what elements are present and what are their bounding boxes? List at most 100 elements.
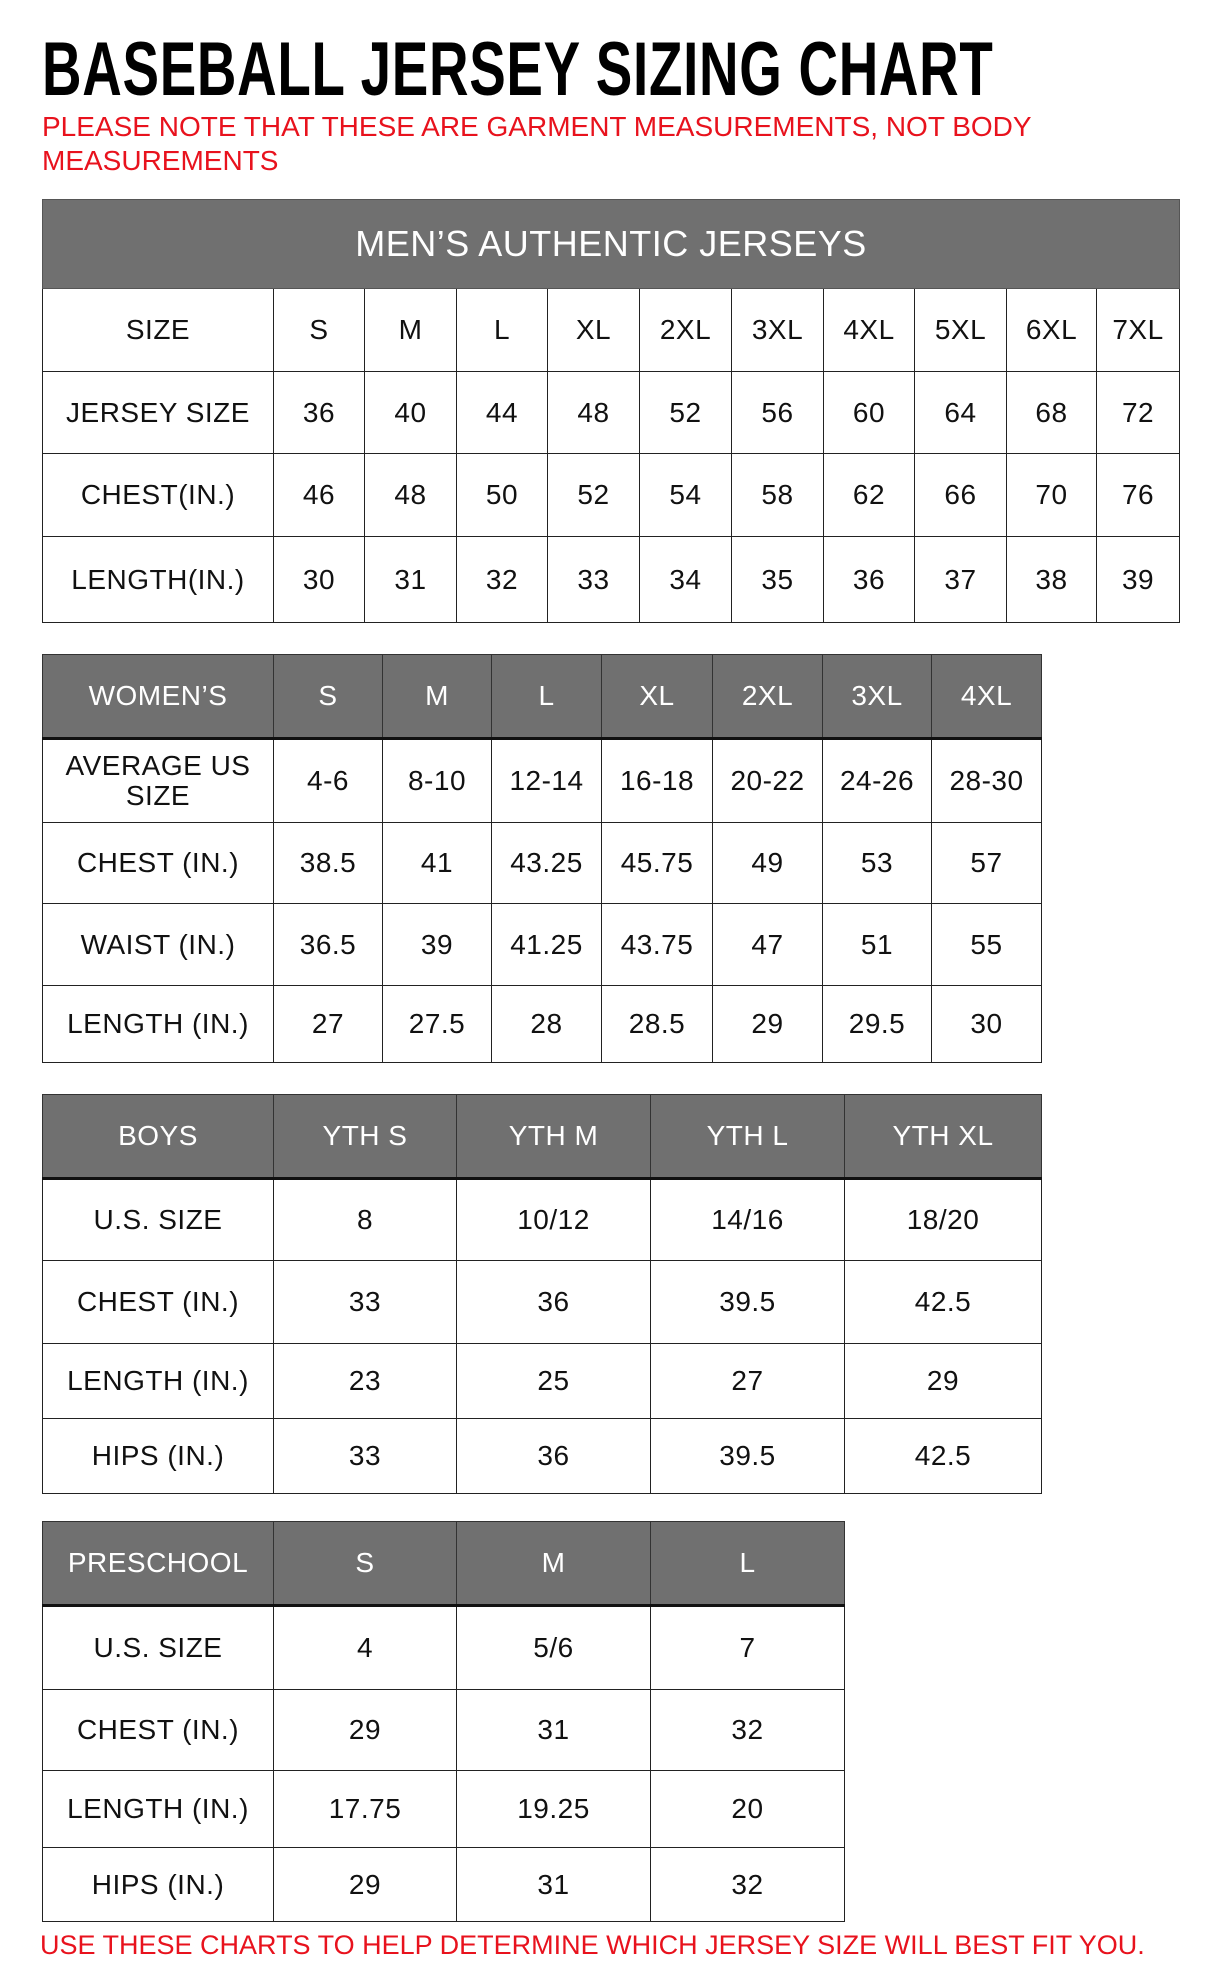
header-row: PRESCHOOL S M L bbox=[42, 1521, 845, 1607]
table-row: LENGTH (IN.) 23 25 27 29 bbox=[42, 1343, 1042, 1419]
table-cell: 8 bbox=[273, 1178, 457, 1261]
table-cell: 41.25 bbox=[491, 903, 602, 986]
table-title: MEN’S AUTHENTIC JERSEYS bbox=[41, 199, 1181, 289]
table-cell: 39.5 bbox=[650, 1260, 845, 1344]
garment-measurement-note: PLEASE NOTE THAT THESE ARE GARMENT MEASU… bbox=[42, 111, 1032, 176]
table-cell: 32 bbox=[456, 536, 548, 623]
table-row: HIPS (IN.) 33 36 39.5 42.5 bbox=[42, 1418, 1042, 1494]
row-label: LENGTH (IN.) bbox=[42, 1343, 274, 1419]
table-cell: 43.75 bbox=[601, 903, 713, 986]
table-cell: 4 bbox=[273, 1605, 457, 1690]
table-cell: 29 bbox=[273, 1689, 457, 1771]
table-cell: 30 bbox=[273, 536, 365, 623]
table-cell: 62 bbox=[823, 453, 915, 537]
table-cell: 39.5 bbox=[650, 1418, 845, 1494]
table-cell: 20 bbox=[650, 1770, 845, 1848]
table-row: U.S. SIZE 4 5/6 7 bbox=[42, 1605, 845, 1690]
column-header: S bbox=[273, 654, 383, 740]
table-cell: 43.25 bbox=[491, 822, 602, 904]
row-label: AVERAGE US SIZE bbox=[42, 738, 274, 823]
row-label: CHEST(IN.) bbox=[42, 453, 274, 537]
header-row: SIZE S M L XL 2XL 3XL 4XL 5XL 6XL 7XL bbox=[42, 288, 1181, 372]
table-cell: 28 bbox=[491, 985, 602, 1063]
column-header: S bbox=[273, 288, 365, 372]
row-label: CHEST (IN.) bbox=[42, 1689, 274, 1771]
table-cell: 29 bbox=[844, 1343, 1042, 1419]
column-header: XL bbox=[547, 288, 640, 372]
table-cell: 39 bbox=[1095, 536, 1181, 623]
table-cell: 58 bbox=[731, 453, 824, 537]
table-cell: 36 bbox=[456, 1418, 651, 1494]
table-cell: 72 bbox=[1095, 371, 1181, 454]
column-header: YTH S bbox=[273, 1094, 457, 1180]
table-cell: 16-18 bbox=[601, 738, 713, 823]
table-cell: 48 bbox=[364, 453, 457, 537]
table-cell: 52 bbox=[639, 371, 732, 454]
table-cell: 47 bbox=[712, 903, 823, 986]
preschool-size-table: PRESCHOOL S M L U.S. SIZE 4 5/6 7 CHEST (IN.) 29 3… bbox=[42, 1521, 845, 1922]
table-cell: 12-14 bbox=[491, 738, 602, 823]
table-cell: 27 bbox=[650, 1343, 845, 1419]
boys-size-table: BOYS YTH S YTH M YTH L YTH XL U.S. SIZE 8 10/12… bbox=[42, 1094, 1042, 1494]
table-cell: 42.5 bbox=[844, 1260, 1042, 1344]
table-row: AVERAGE US SIZE 4-6 8-10 12-14 16-18 20-22 24-… bbox=[42, 738, 1042, 823]
row-label: PRESCHOOL bbox=[42, 1521, 274, 1607]
table-row: CHEST(IN.) 46 48 50 52 54 58 62 66 70 76 bbox=[42, 453, 1181, 537]
row-label: WAIST (IN.) bbox=[42, 903, 274, 986]
table-cell: 27.5 bbox=[382, 985, 492, 1063]
column-header: 4XL bbox=[931, 654, 1042, 740]
table-cell: 4-6 bbox=[273, 738, 383, 823]
table-cell: 17.75 bbox=[273, 1770, 457, 1848]
table-cell: 5/6 bbox=[456, 1605, 651, 1690]
column-header: 3XL bbox=[731, 288, 824, 372]
table-cell: 31 bbox=[456, 1689, 651, 1771]
row-label: CHEST (IN.) bbox=[42, 1260, 274, 1344]
table-cell: 42.5 bbox=[844, 1418, 1042, 1494]
table-cell: 40 bbox=[364, 371, 457, 454]
table-row: HIPS (IN.) 29 31 32 bbox=[42, 1847, 845, 1922]
fit-guidance-note: USE THESE CHARTS TO HELP DETERMINE WHICH… bbox=[40, 1930, 1145, 1960]
table-cell: 45.75 bbox=[601, 822, 713, 904]
table-cell: 32 bbox=[650, 1847, 845, 1922]
row-label: HIPS (IN.) bbox=[42, 1847, 274, 1922]
table-cell: 41 bbox=[382, 822, 492, 904]
column-header: M bbox=[364, 288, 457, 372]
table-cell: 55 bbox=[931, 903, 1042, 986]
column-header: 4XL bbox=[823, 288, 915, 372]
table-cell: 29 bbox=[712, 985, 823, 1063]
column-header: M bbox=[382, 654, 492, 740]
table-cell: 7 bbox=[650, 1605, 845, 1690]
table-cell: 19.25 bbox=[456, 1770, 651, 1848]
row-label: JERSEY SIZE bbox=[42, 371, 274, 454]
table-row: CHEST (IN.) 29 31 32 bbox=[42, 1689, 845, 1771]
table-row: WAIST (IN.) 36.5 39 41.25 43.75 47 51 55 bbox=[42, 903, 1042, 986]
table-cell: 14/16 bbox=[650, 1178, 845, 1261]
row-label: SIZE bbox=[42, 288, 274, 372]
table-cell: 10/12 bbox=[456, 1178, 651, 1261]
column-header: 7XL bbox=[1095, 288, 1181, 372]
row-label: U.S. SIZE bbox=[42, 1605, 274, 1690]
table-cell: 28-30 bbox=[931, 738, 1042, 823]
row-label: LENGTH(IN.) bbox=[42, 536, 274, 623]
table-cell: 57 bbox=[931, 822, 1042, 904]
row-label: LENGTH (IN.) bbox=[42, 1770, 274, 1848]
womens-size-table: WOMEN’S S M L XL 2XL 3XL 4XL AVERAGE US SIZE 4-6 8… bbox=[42, 654, 1042, 1063]
table-row: CHEST (IN.) 38.5 41 43.25 45.75 49 53 57 bbox=[42, 822, 1042, 904]
table-cell: 32 bbox=[650, 1689, 845, 1771]
table-cell: 30 bbox=[931, 985, 1042, 1063]
column-header: L bbox=[650, 1521, 845, 1607]
table-cell: 33 bbox=[547, 536, 640, 623]
column-header: 2XL bbox=[639, 288, 732, 372]
table-cell: 34 bbox=[639, 536, 732, 623]
table-row: LENGTH (IN.) 17.75 19.25 20 bbox=[42, 1770, 845, 1848]
table-cell: 36.5 bbox=[273, 903, 383, 986]
table-row: JERSEY SIZE 36 40 44 48 52 56 60 64 68 72 bbox=[42, 371, 1181, 454]
column-header: S bbox=[273, 1521, 457, 1607]
row-label: LENGTH (IN.) bbox=[42, 985, 274, 1063]
table-cell: 56 bbox=[731, 371, 824, 454]
table-cell: 39 bbox=[382, 903, 492, 986]
table-cell: 24-26 bbox=[822, 738, 932, 823]
table-cell: 49 bbox=[712, 822, 823, 904]
table-cell: 35 bbox=[731, 536, 824, 623]
table-cell: 66 bbox=[914, 453, 1007, 537]
